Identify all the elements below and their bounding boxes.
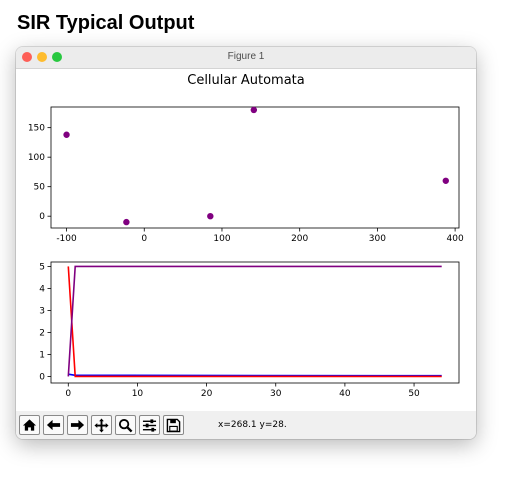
- home-button[interactable]: [19, 415, 40, 435]
- save-button[interactable]: [163, 415, 184, 435]
- line-x-tick-label: 10: [132, 389, 144, 399]
- line-y-tick-label: 0: [39, 372, 45, 382]
- scatter-point: [207, 212, 214, 220]
- page-heading: SIR Typical Output: [17, 12, 195, 34]
- plots-svg: -100 0 100 200 300 400 0 50 100 150 0 10 20 30 40 50 0 1 2…: [28, 106, 464, 399]
- maximize-window-button[interactable]: [52, 52, 62, 62]
- scatter-y-tick-label: 50: [34, 183, 46, 193]
- zoom-button[interactable]: [115, 415, 136, 435]
- configure-subplots-button[interactable]: [139, 415, 160, 435]
- line-series: [67, 265, 442, 377]
- line-x-tick-label: 30: [270, 389, 282, 399]
- line-axes-frame: [50, 261, 460, 384]
- scatter-y-tick-label: 100: [28, 153, 45, 163]
- line-x-tick-label: 40: [339, 389, 351, 399]
- line-x-tick-label: 0: [65, 389, 71, 399]
- back-button[interactable]: [43, 415, 64, 435]
- navigation-toolbar: x=268.1 y=28.: [16, 411, 476, 439]
- move-icon: [94, 417, 109, 433]
- scatter-x-tick-label: 100: [213, 234, 230, 244]
- line-y-tick-label: 4: [39, 284, 45, 294]
- scatter-point: [442, 177, 449, 184]
- window-title: Figure 1: [227, 51, 265, 62]
- line-y-tick-label: 5: [39, 262, 45, 272]
- scatter-y-tick-label: 150: [28, 124, 45, 134]
- scatter-x-tick-label: -100: [56, 234, 77, 244]
- arrow-left-icon: [46, 419, 61, 431]
- sliders-icon: [142, 418, 157, 432]
- line-y-tick-label: 2: [39, 328, 45, 338]
- floppy-icon: [166, 418, 181, 432]
- line-x-tick-label: 20: [201, 389, 213, 399]
- figure-canvas[interactable]: Cellular Automata -100 0 100 200 300 400 0 50 10…: [16, 69, 476, 411]
- scatter-x-tick-label: 200: [291, 234, 308, 244]
- close-window-button[interactable]: [22, 52, 32, 62]
- figure-title: Cellular Automata: [187, 73, 305, 88]
- pan-button[interactable]: [91, 415, 112, 435]
- scatter-point: [123, 218, 130, 226]
- scatter-axes-frame: [50, 106, 460, 229]
- magnifier-icon: [118, 418, 133, 432]
- scatter-x-tick-label: 0: [141, 234, 147, 244]
- line-series: [68, 373, 442, 377]
- scatter-x-tick-label: 400: [447, 234, 464, 244]
- scatter-point: [63, 131, 70, 138]
- cursor-coordinates: x=268.1 y=28.: [218, 420, 287, 430]
- forward-button[interactable]: [67, 415, 88, 435]
- arrow-right-icon: [70, 419, 85, 431]
- minimize-window-button[interactable]: [37, 52, 47, 62]
- line-x-tick-label: 50: [408, 389, 420, 399]
- line-series: [67, 266, 442, 378]
- title-bar[interactable]: Figure 1: [16, 47, 476, 69]
- scatter-x-tick-label: 300: [369, 234, 386, 244]
- scatter-y-tick-label: 0: [39, 212, 45, 222]
- scatter-point: [250, 106, 258, 114]
- line-y-tick-label: 3: [39, 306, 45, 316]
- home-icon: [22, 419, 37, 431]
- figure-window[interactable]: Figure 1 Cellular Automata -100 0 100 200 30…: [16, 47, 476, 439]
- line-y-tick-label: 1: [39, 350, 45, 360]
